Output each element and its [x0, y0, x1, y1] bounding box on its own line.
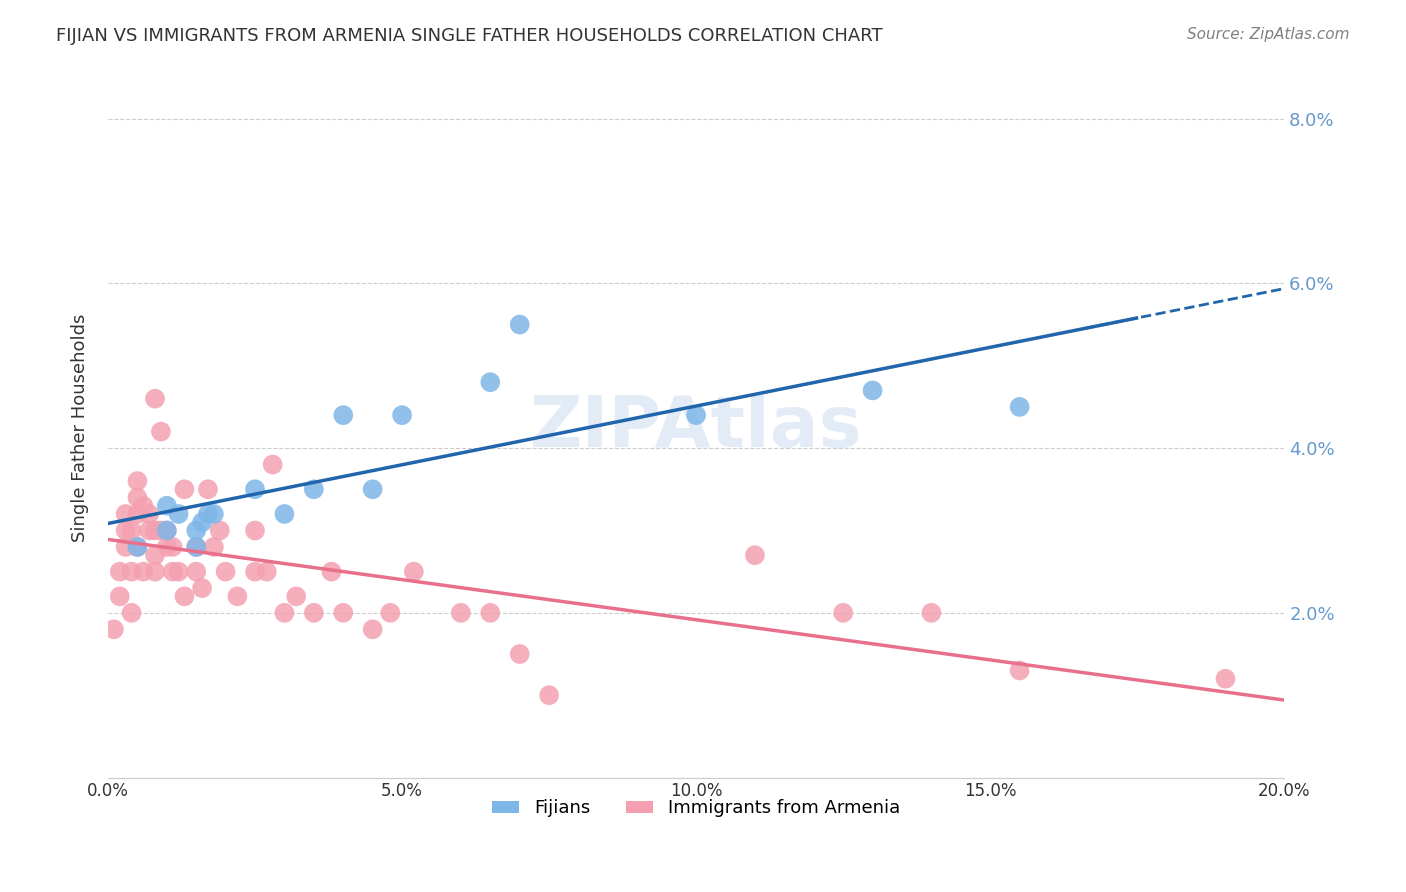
Point [208, 524, 231, 538]
Point [143, 548, 166, 562]
Point [143, 524, 166, 538]
Point [361, 622, 384, 636]
Point [114, 507, 136, 521]
Point [167, 565, 190, 579]
Point [450, 606, 472, 620]
Point [920, 606, 942, 620]
Point [1008, 400, 1031, 414]
Point [509, 318, 531, 332]
Point [332, 408, 354, 422]
Point [832, 606, 855, 620]
Point [202, 507, 225, 521]
Point [479, 606, 502, 620]
Point [302, 606, 325, 620]
Point [167, 507, 190, 521]
Point [114, 540, 136, 554]
Point [243, 483, 266, 497]
Point [127, 540, 149, 554]
Point [191, 515, 214, 529]
Point [214, 565, 236, 579]
Point [138, 507, 160, 521]
Point [156, 540, 179, 554]
Point [143, 565, 166, 579]
Point [479, 375, 502, 389]
Point [256, 565, 278, 579]
Point [108, 565, 131, 579]
Point [162, 565, 184, 579]
Point [138, 524, 160, 538]
Point [149, 524, 172, 538]
Point [243, 565, 266, 579]
Point [191, 581, 214, 595]
Y-axis label: Single Father Households: Single Father Households [72, 313, 89, 541]
Point [273, 507, 295, 521]
Point [156, 524, 179, 538]
Point [162, 540, 184, 554]
Point [127, 474, 149, 488]
Point [262, 458, 284, 472]
Point [538, 688, 561, 702]
Point [127, 540, 149, 554]
Point [186, 524, 208, 538]
Point [302, 483, 325, 497]
Point [243, 524, 266, 538]
Point [127, 507, 149, 521]
Point [402, 565, 425, 579]
Point [132, 565, 155, 579]
Point [197, 483, 219, 497]
Point [156, 524, 179, 538]
Point [862, 384, 884, 398]
Point [121, 524, 143, 538]
Point [361, 483, 384, 497]
Point [391, 408, 413, 422]
Text: Source: ZipAtlas.com: Source: ZipAtlas.com [1187, 27, 1350, 42]
Point [285, 590, 308, 604]
Point [156, 499, 179, 513]
Point [186, 565, 208, 579]
Point [186, 540, 208, 554]
Point [380, 606, 402, 620]
Point [127, 491, 149, 505]
Point [186, 540, 208, 554]
Text: ZIPAtlas: ZIPAtlas [530, 393, 862, 462]
Point [197, 507, 219, 521]
Legend: Fijians, Immigrants from Armenia: Fijians, Immigrants from Armenia [485, 792, 907, 824]
Point [273, 606, 295, 620]
Point [1008, 664, 1031, 678]
Point [108, 590, 131, 604]
Point [132, 499, 155, 513]
Point [321, 565, 343, 579]
Point [103, 622, 125, 636]
Point [509, 647, 531, 661]
Point [143, 392, 166, 406]
Point [685, 408, 707, 422]
Point [173, 590, 195, 604]
Point [226, 590, 249, 604]
Point [149, 425, 172, 439]
Point [1215, 672, 1237, 686]
Point [121, 565, 143, 579]
Text: FIJIAN VS IMMIGRANTS FROM ARMENIA SINGLE FATHER HOUSEHOLDS CORRELATION CHART: FIJIAN VS IMMIGRANTS FROM ARMENIA SINGLE… [56, 27, 883, 45]
Point [202, 540, 225, 554]
Point [173, 483, 195, 497]
Point [332, 606, 354, 620]
Point [744, 548, 766, 562]
Point [121, 606, 143, 620]
Point [114, 524, 136, 538]
